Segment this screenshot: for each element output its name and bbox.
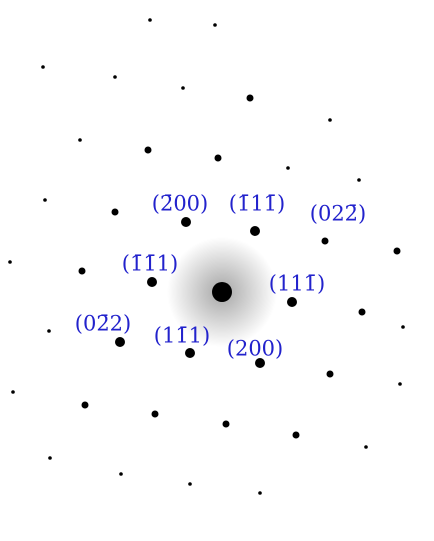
spot	[322, 238, 329, 245]
spot	[48, 456, 52, 460]
spot	[152, 411, 159, 418]
spot	[258, 491, 262, 495]
spot	[11, 390, 15, 394]
spot	[79, 268, 86, 275]
spot	[394, 248, 401, 255]
spot	[364, 445, 368, 449]
spot	[250, 226, 260, 236]
spot	[357, 178, 361, 182]
spot	[215, 155, 222, 162]
spot	[223, 421, 230, 428]
spot	[43, 198, 47, 202]
spot	[148, 18, 152, 22]
spot	[181, 86, 185, 90]
spot	[41, 65, 45, 69]
spot	[147, 277, 157, 287]
spot	[287, 297, 297, 307]
spot	[113, 75, 117, 79]
index-label: (111̄)	[269, 272, 325, 296]
index-label: (2̄00)	[152, 192, 208, 216]
diffraction-pattern: (2̄00) (1̄11̄) (022̄) (1̄1̄1) (111̄) (02…	[0, 0, 434, 541]
spot	[328, 118, 332, 122]
spot	[359, 309, 366, 316]
spot	[185, 348, 195, 358]
spot	[78, 138, 82, 142]
spot	[8, 260, 12, 264]
index-label: (200)	[227, 337, 283, 361]
index-label: (02̄2)	[75, 312, 131, 336]
spot	[401, 325, 405, 329]
spot	[115, 337, 125, 347]
spot	[119, 472, 123, 476]
spot	[112, 209, 119, 216]
spot	[293, 432, 300, 439]
spot	[188, 482, 192, 486]
index-label: (1̄1̄1)	[122, 252, 178, 276]
spot	[47, 329, 51, 333]
spot	[212, 282, 232, 302]
spot	[398, 382, 402, 386]
index-label: (1̄11̄)	[229, 192, 285, 216]
spot	[181, 217, 191, 227]
spot	[247, 95, 254, 102]
spot	[286, 166, 290, 170]
index-label: (022̄)	[310, 202, 366, 226]
spot	[327, 371, 334, 378]
spot	[82, 402, 89, 409]
spot	[213, 23, 217, 27]
index-label: (11̄1)	[154, 324, 210, 348]
spot	[145, 147, 152, 154]
